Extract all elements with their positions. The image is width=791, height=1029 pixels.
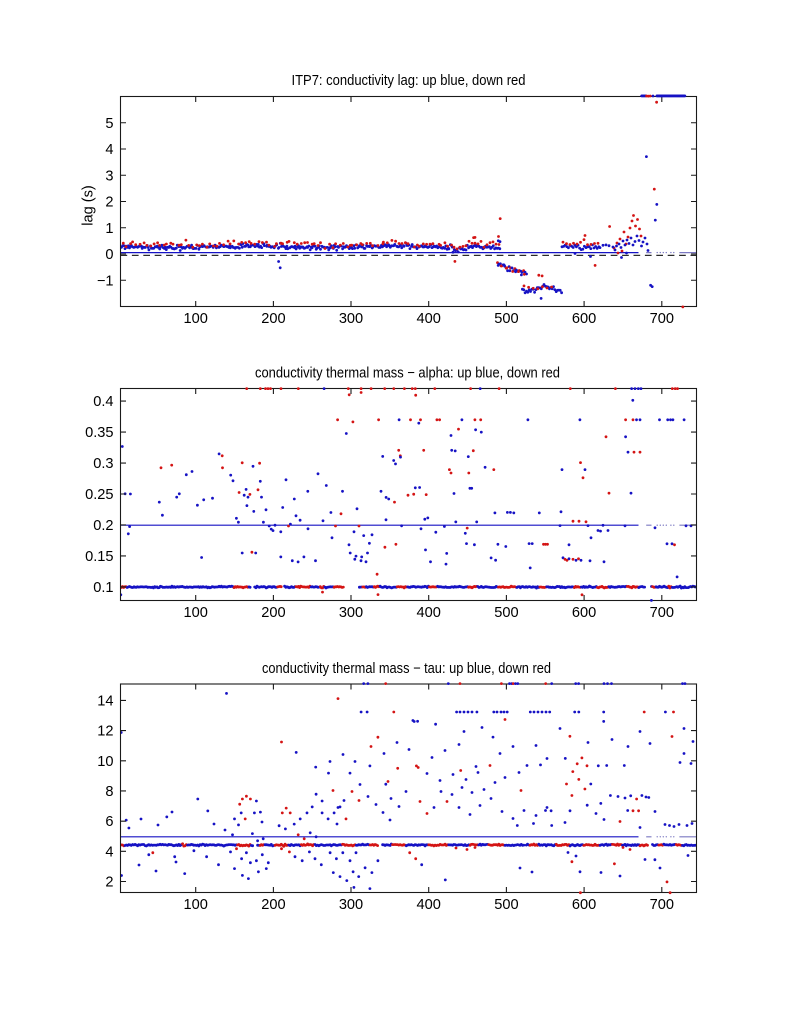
svg-text:600: 600 <box>572 605 596 621</box>
svg-text:2: 2 <box>105 875 113 891</box>
svg-text:700: 700 <box>650 605 674 621</box>
svg-text:700: 700 <box>650 311 674 327</box>
svg-text:2: 2 <box>105 195 113 211</box>
svg-text:200: 200 <box>261 605 285 621</box>
svg-text:4: 4 <box>105 142 113 158</box>
svg-text:0.25: 0.25 <box>85 487 113 503</box>
svg-text:300: 300 <box>339 605 363 621</box>
svg-text:300: 300 <box>339 897 363 913</box>
svg-text:100: 100 <box>184 897 208 913</box>
svg-text:14: 14 <box>97 693 113 709</box>
svg-text:12: 12 <box>97 724 113 740</box>
svg-text:conductivity thermal mass − al: conductivity thermal mass − alpha: up bl… <box>255 366 560 382</box>
svg-text:lag (s): lag (s) <box>81 185 97 226</box>
svg-text:−1: −1 <box>97 273 114 289</box>
svg-text:0.3: 0.3 <box>93 456 113 472</box>
svg-text:0.15: 0.15 <box>85 549 113 565</box>
svg-text:conductivity thermal mass − ta: conductivity thermal mass − tau: up blue… <box>262 661 551 677</box>
svg-text:400: 400 <box>417 605 441 621</box>
svg-text:0.2: 0.2 <box>93 518 113 534</box>
svg-text:1: 1 <box>105 221 113 237</box>
svg-text:0.4: 0.4 <box>93 394 113 410</box>
svg-text:300: 300 <box>339 311 363 327</box>
svg-text:0.1: 0.1 <box>93 580 113 596</box>
svg-text:400: 400 <box>417 311 441 327</box>
svg-text:0: 0 <box>105 247 113 263</box>
svg-text:6: 6 <box>105 814 113 830</box>
svg-text:100: 100 <box>184 605 208 621</box>
svg-text:3: 3 <box>105 168 113 184</box>
svg-text:5: 5 <box>105 116 113 132</box>
svg-text:600: 600 <box>572 897 596 913</box>
svg-text:8: 8 <box>105 784 113 800</box>
svg-text:200: 200 <box>261 897 285 913</box>
svg-text:10: 10 <box>97 754 113 770</box>
svg-text:500: 500 <box>494 897 518 913</box>
svg-text:500: 500 <box>494 605 518 621</box>
svg-text:0.35: 0.35 <box>85 425 113 441</box>
svg-text:700: 700 <box>650 897 674 913</box>
svg-text:600: 600 <box>572 311 596 327</box>
svg-text:4: 4 <box>105 844 113 860</box>
svg-text:400: 400 <box>417 897 441 913</box>
svg-text:200: 200 <box>261 311 285 327</box>
svg-text:500: 500 <box>494 311 518 327</box>
svg-text:100: 100 <box>184 311 208 327</box>
svg-text:ITP7: conductivity lag: up blu: ITP7: conductivity lag: up blue, down re… <box>292 73 526 89</box>
